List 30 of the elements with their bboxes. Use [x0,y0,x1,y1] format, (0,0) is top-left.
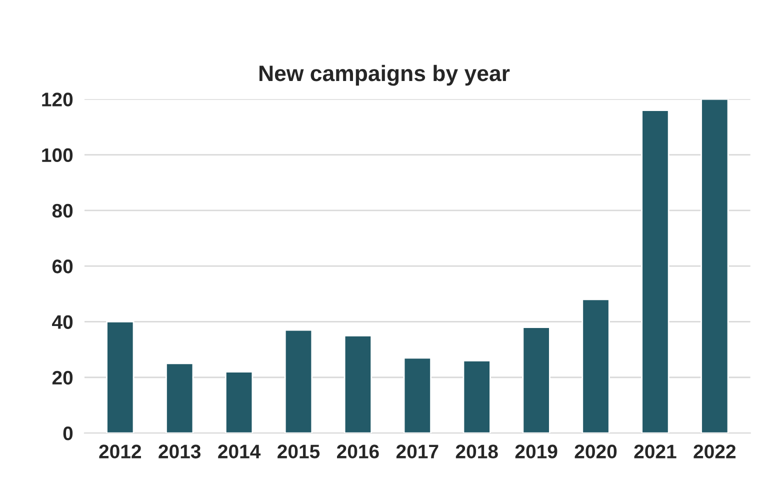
x-tick-label: 2016 [337,444,379,458]
bar [284,329,313,434]
x-tick-label: 2012 [99,444,141,458]
bar [462,360,491,434]
bar [700,99,729,434]
chart-title: New campaigns by year [260,64,510,86]
y-tick-label: 40 [52,315,73,329]
bar [344,334,372,434]
bar [582,298,610,434]
x-tick-label: 2019 [515,444,558,458]
bar [224,371,254,434]
x-tick-label: 2013 [158,444,201,458]
bar [166,362,194,434]
x-tick-label: 2015 [278,444,320,458]
y-tick-label: 0 [63,426,73,440]
y-tick-label: 20 [52,370,73,385]
bar [522,326,550,434]
x-tick-label: 2014 [218,444,261,458]
y-tick-label: 80 [52,204,73,218]
y-tick-label: 120 [42,92,73,106]
x-tick-label: 2020 [574,444,617,458]
x-tick-label: 2017 [396,444,438,458]
y-tick-label: 60 [52,260,73,274]
x-tick-label: 2021 [634,444,676,458]
bar [641,110,670,434]
bar [106,321,134,434]
bar [403,357,432,434]
y-tick-label: 100 [42,148,73,162]
x-tick-label: 2018 [456,444,498,458]
x-tick-label: 2022 [694,444,736,458]
